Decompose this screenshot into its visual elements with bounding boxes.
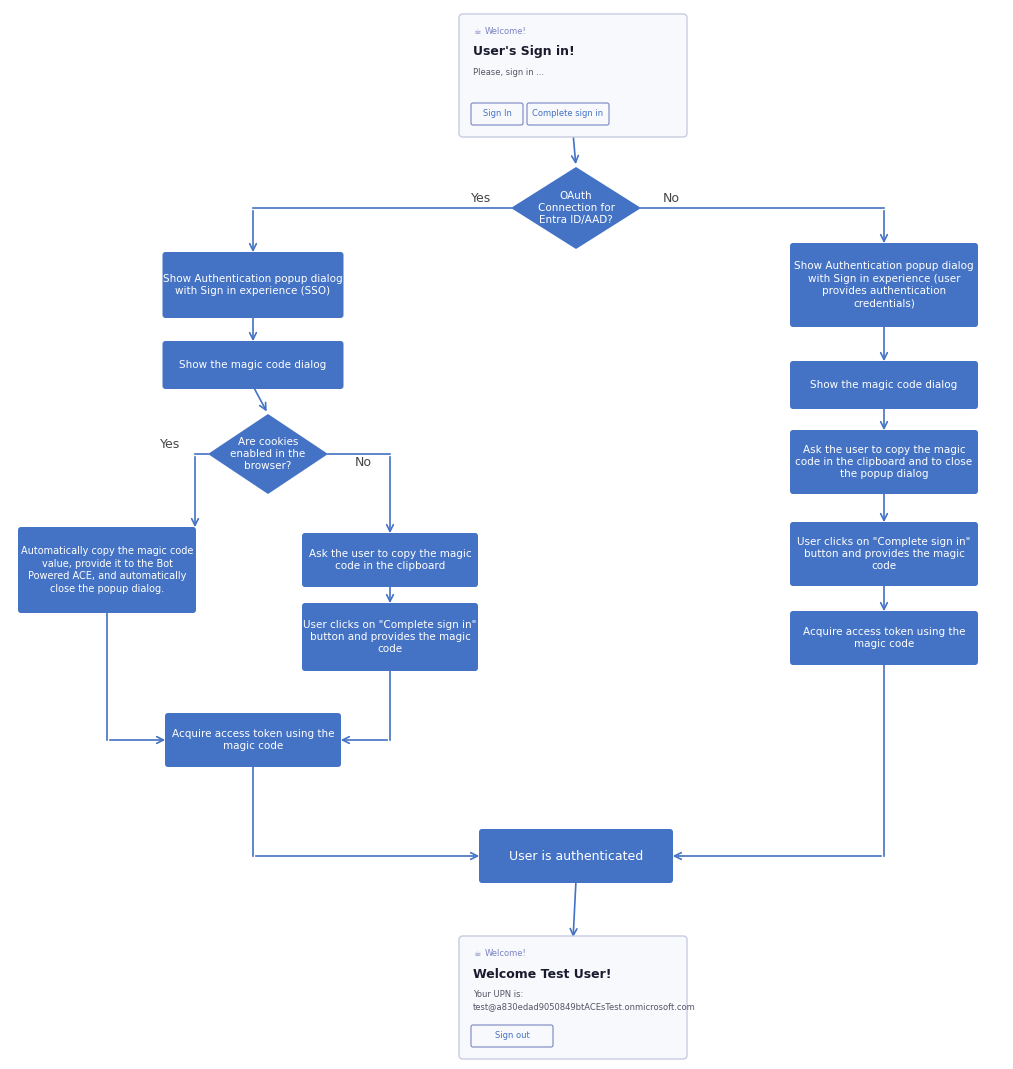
Text: User clicks on "Complete sign in"
button and provides the magic
code: User clicks on "Complete sign in" button… bbox=[303, 620, 477, 654]
FancyBboxPatch shape bbox=[165, 713, 341, 766]
Text: Ask the user to copy the magic
code in the clipboard: Ask the user to copy the magic code in t… bbox=[309, 548, 471, 571]
FancyBboxPatch shape bbox=[471, 103, 523, 125]
Text: Show the magic code dialog: Show the magic code dialog bbox=[810, 379, 957, 390]
Text: ☕: ☕ bbox=[473, 28, 480, 36]
FancyBboxPatch shape bbox=[302, 533, 478, 587]
Text: ☕: ☕ bbox=[473, 949, 480, 959]
Text: Acquire access token using the
magic code: Acquire access token using the magic cod… bbox=[172, 729, 334, 752]
FancyBboxPatch shape bbox=[790, 361, 978, 409]
Text: Welcome Test User!: Welcome Test User! bbox=[473, 967, 612, 980]
Text: Ask the user to copy the magic
code in the clipboard and to close
the popup dial: Ask the user to copy the magic code in t… bbox=[795, 445, 972, 479]
Text: Show Authentication popup dialog
with Sign in experience (user
provides authenti: Show Authentication popup dialog with Si… bbox=[794, 262, 973, 309]
FancyBboxPatch shape bbox=[790, 430, 978, 494]
Text: Yes: Yes bbox=[160, 437, 180, 450]
Polygon shape bbox=[208, 414, 328, 494]
Text: Welcome!: Welcome! bbox=[485, 949, 527, 959]
Text: Are cookies
enabled in the
browser?: Are cookies enabled in the browser? bbox=[230, 436, 306, 471]
FancyBboxPatch shape bbox=[18, 527, 196, 613]
Text: Automatically copy the magic code
value, provide it to the Bot
Powered ACE, and : Automatically copy the magic code value,… bbox=[21, 546, 193, 593]
Polygon shape bbox=[511, 167, 641, 249]
FancyBboxPatch shape bbox=[471, 1025, 553, 1047]
Text: Show Authentication popup dialog
with Sign in experience (SSO): Show Authentication popup dialog with Si… bbox=[163, 274, 342, 296]
Text: Sign In: Sign In bbox=[482, 109, 512, 119]
FancyBboxPatch shape bbox=[479, 828, 673, 883]
FancyBboxPatch shape bbox=[527, 103, 609, 125]
Text: Please, sign in ...: Please, sign in ... bbox=[473, 68, 544, 77]
FancyBboxPatch shape bbox=[790, 243, 978, 327]
Text: Acquire access token using the
magic code: Acquire access token using the magic cod… bbox=[802, 626, 965, 649]
Text: Complete sign in: Complete sign in bbox=[533, 109, 604, 119]
FancyBboxPatch shape bbox=[459, 936, 687, 1059]
Text: Yes: Yes bbox=[471, 191, 491, 204]
Text: Show the magic code dialog: Show the magic code dialog bbox=[179, 360, 326, 370]
FancyBboxPatch shape bbox=[790, 611, 978, 665]
FancyBboxPatch shape bbox=[302, 603, 478, 671]
Text: User is authenticated: User is authenticated bbox=[509, 850, 643, 863]
FancyBboxPatch shape bbox=[790, 522, 978, 586]
FancyBboxPatch shape bbox=[459, 14, 687, 137]
Text: User's Sign in!: User's Sign in! bbox=[473, 46, 574, 59]
Text: Sign out: Sign out bbox=[494, 1032, 530, 1040]
Text: Welcome!: Welcome! bbox=[485, 28, 527, 36]
Text: No: No bbox=[663, 191, 680, 204]
Text: OAuth
Connection for
Entra ID/AAD?: OAuth Connection for Entra ID/AAD? bbox=[538, 190, 615, 226]
Text: User clicks on "Complete sign in"
button and provides the magic
code: User clicks on "Complete sign in" button… bbox=[797, 537, 970, 572]
FancyBboxPatch shape bbox=[162, 341, 343, 389]
Text: Your UPN is:
test@a830edad9050849btACEsTest.onmicrosoft.com: Your UPN is: test@a830edad9050849btACEsT… bbox=[473, 990, 696, 1011]
Text: No: No bbox=[355, 455, 372, 468]
FancyBboxPatch shape bbox=[162, 252, 343, 317]
